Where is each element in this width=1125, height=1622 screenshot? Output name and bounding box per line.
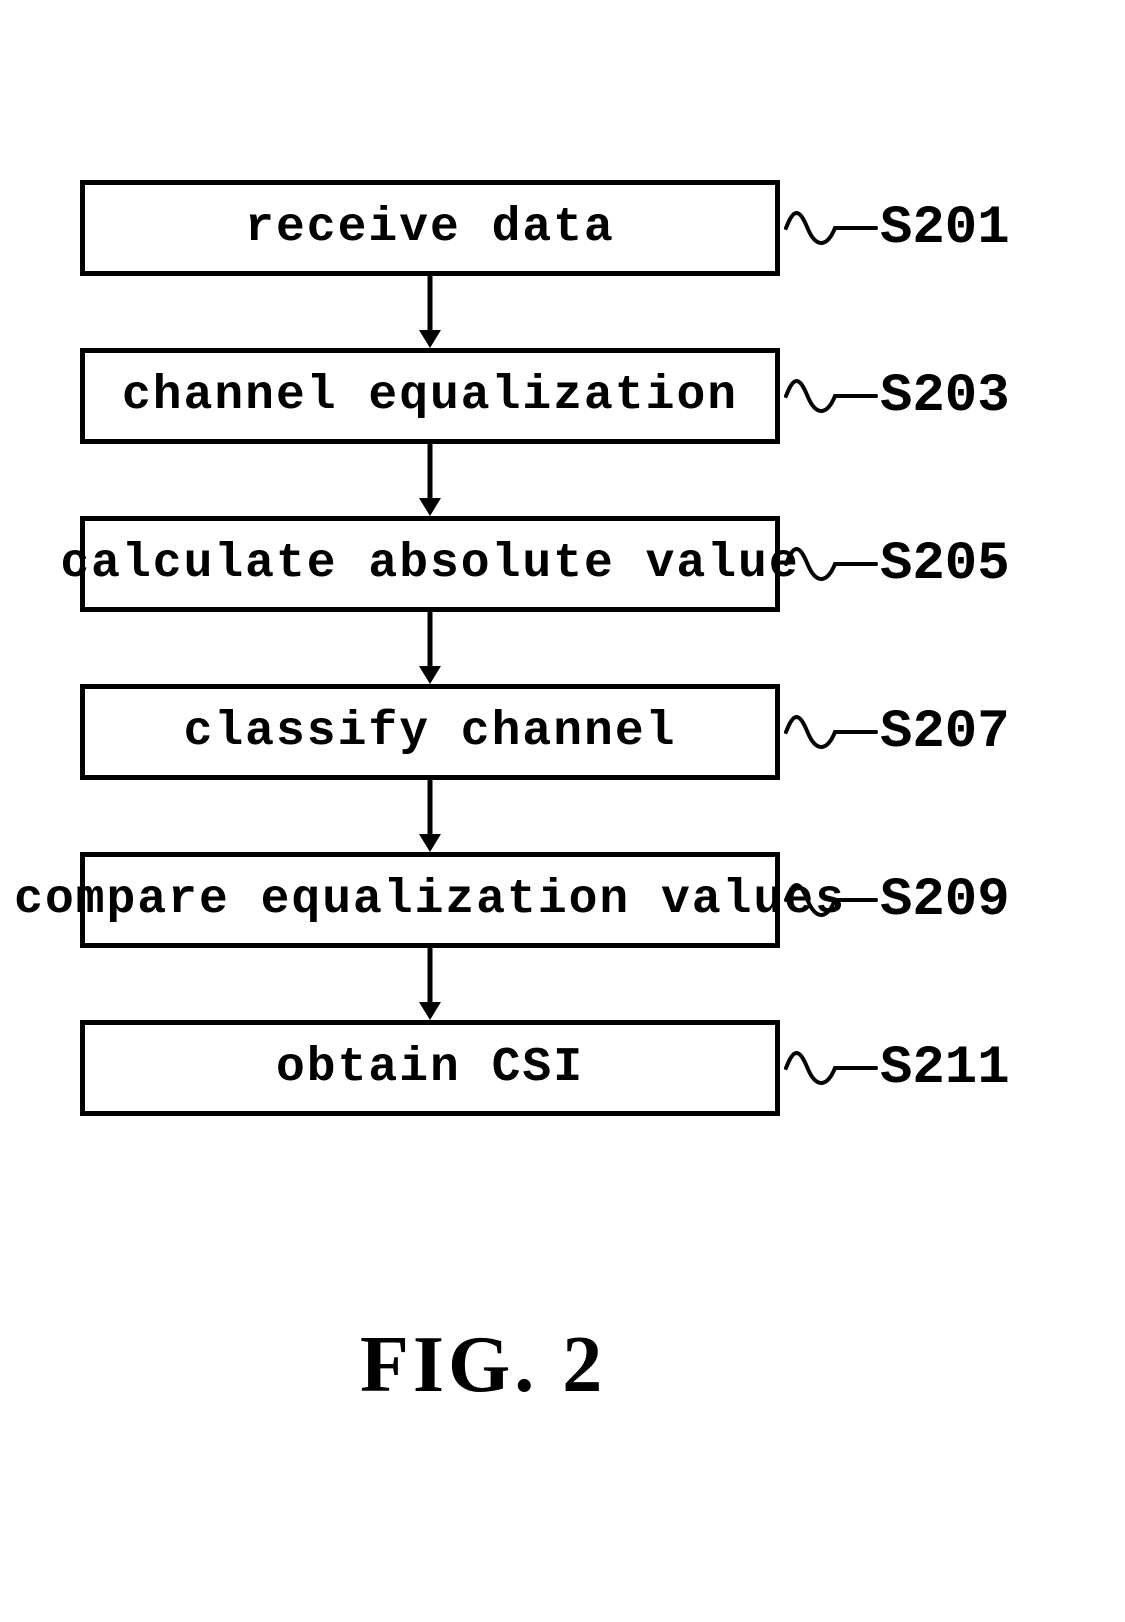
step-text-s209: compare equalization values [14, 873, 846, 927]
step-box-s205: calculate absolute value [80, 516, 780, 612]
step-text-s201: receive data [245, 201, 615, 255]
step-box-s211: obtain CSI [80, 1020, 780, 1116]
arrow-s205-to-s207 [410, 612, 450, 684]
arrow-s209-to-s211 [410, 948, 450, 1020]
arrow-s201-to-s203 [410, 276, 450, 348]
flowchart-canvas: receive data S201 channel equalization S203… [0, 0, 1125, 1622]
figure-caption: FIG. 2 [360, 1320, 606, 1411]
step-label-s201: S201 [880, 198, 1010, 259]
step-text-s205: calculate absolute value [60, 537, 799, 591]
arrow-s207-to-s209 [410, 780, 450, 852]
label-connector-s211 [780, 1038, 880, 1098]
step-label-s209: S209 [880, 870, 1010, 931]
step-label-s205: S205 [880, 534, 1010, 595]
step-box-s207: classify channel [80, 684, 780, 780]
step-label-s203: S203 [880, 366, 1010, 427]
step-box-s203: channel equalization [80, 348, 780, 444]
step-text-s207: classify channel [184, 705, 677, 759]
label-connector-s201 [780, 198, 880, 258]
step-label-s207: S207 [880, 702, 1010, 763]
step-text-s203: channel equalization [122, 369, 738, 423]
label-connector-s207 [780, 702, 880, 762]
step-text-s211: obtain CSI [276, 1041, 584, 1095]
step-label-s211: S211 [880, 1038, 1010, 1099]
step-box-s201: receive data [80, 180, 780, 276]
step-box-s209: compare equalization values [80, 852, 780, 948]
label-connector-s203 [780, 366, 880, 426]
arrow-s203-to-s205 [410, 444, 450, 516]
